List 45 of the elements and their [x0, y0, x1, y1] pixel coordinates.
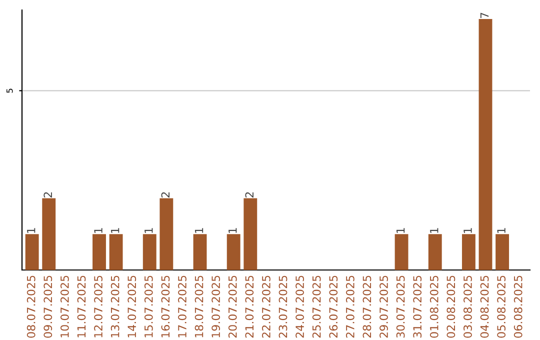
x-tick-label: 06.08.2025 — [514, 276, 522, 338]
data-label: 1 — [396, 228, 405, 233]
x-tick-label: 17.07.2025 — [178, 276, 186, 338]
x-tick-label: 19.07.2025 — [212, 276, 220, 338]
x-tick-label: 21.07.2025 — [245, 276, 254, 338]
data-label: 2 — [161, 192, 170, 198]
data-label: 1 — [497, 228, 506, 233]
x-tick-label: 16.07.2025 — [161, 276, 170, 338]
x-tick-label: 27.07.2025 — [346, 276, 354, 338]
x-tick-label: 02.08.2025 — [446, 276, 456, 338]
x-tick-label: 05.08.2025 — [497, 276, 506, 338]
x-tick-label: 26.07.2025 — [329, 276, 338, 338]
x-tick-label: 29.07.2025 — [380, 276, 388, 338]
x-tick-label: 11.07.2025 — [77, 276, 86, 338]
data-label: 1 — [430, 228, 438, 233]
x-tick-label: 13.07.2025 — [110, 276, 120, 338]
x-tick-label: 09.07.2025 — [44, 276, 52, 338]
data-label: 1 — [111, 228, 120, 233]
x-tick-label: 12.07.2025 — [94, 276, 102, 338]
data-label: 7 — [480, 12, 489, 18]
x-tick-label: 30.07.2025 — [396, 276, 405, 338]
x-tick-label: 01.08.2025 — [430, 276, 438, 338]
x-tick-label: 15.07.2025 — [144, 276, 153, 338]
x-tick-label: 25.07.2025 — [312, 276, 321, 338]
x-tick-label: 28.07.2025 — [362, 276, 372, 338]
x-tick-label: 04.08.2025 — [480, 276, 489, 338]
x-tick-label: 22.07.2025 — [262, 276, 270, 338]
x-tick-label: 23.07.2025 — [278, 276, 288, 338]
x-tick-label: 03.08.2025 — [464, 276, 472, 338]
data-label: 2 — [245, 192, 254, 198]
data-label: 1 — [228, 228, 237, 233]
data-label: 1 — [464, 228, 472, 233]
data-label: 1 — [194, 228, 204, 233]
data-label: 1 — [27, 228, 36, 233]
x-tick-label: 18.07.2025 — [194, 276, 204, 338]
x-tick-label: 24.07.2025 — [296, 276, 304, 338]
x-tick-label: 20.07.2025 — [228, 276, 237, 338]
x-tick-label: 08.07.2025 — [26, 276, 36, 338]
x-tick-label: 10.07.2025 — [60, 276, 69, 338]
data-label: 2 — [44, 192, 52, 198]
x-tick-label: 31.07.2025 — [413, 276, 422, 338]
data-label: 1 — [94, 228, 102, 233]
x-tick-label: 14.07.2025 — [128, 276, 136, 338]
data-label: 1 — [144, 228, 153, 233]
y-tick-label: 5 — [6, 88, 13, 93]
